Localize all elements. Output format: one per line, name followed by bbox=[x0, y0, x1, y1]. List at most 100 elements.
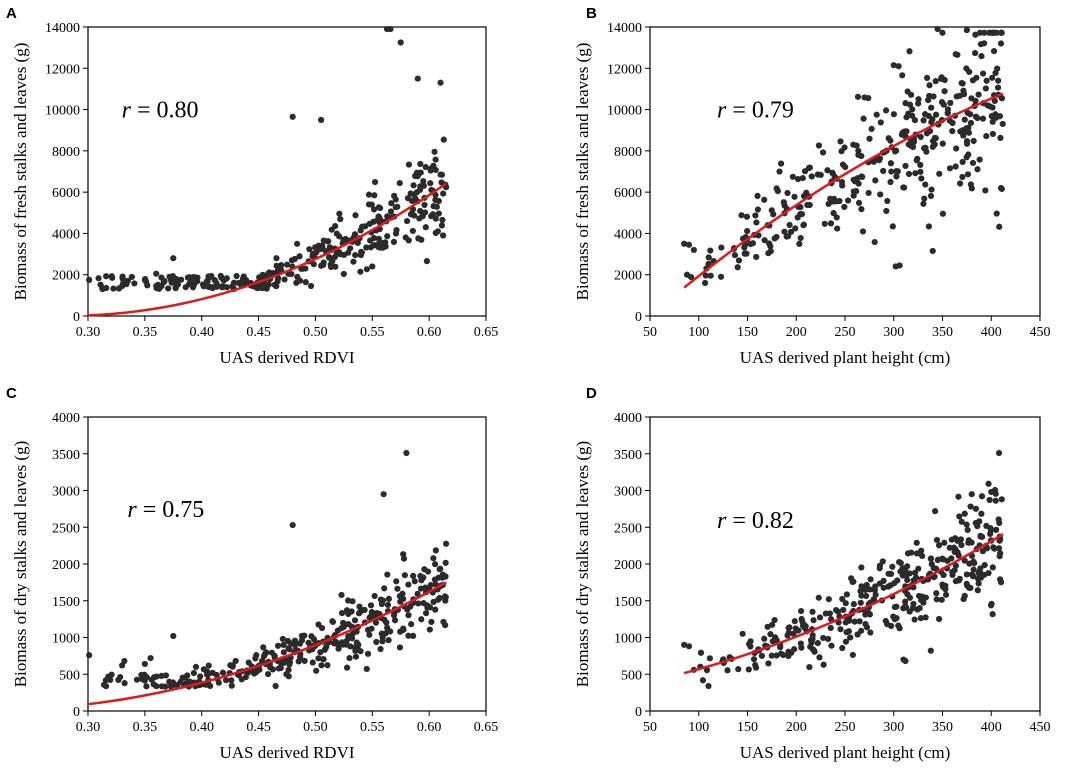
scatter-point bbox=[750, 656, 758, 663]
scatter-point bbox=[432, 215, 439, 222]
scatter-point bbox=[391, 617, 399, 624]
scatter-point bbox=[197, 673, 204, 680]
scatter-point bbox=[944, 109, 951, 117]
scatter-point bbox=[396, 592, 403, 600]
fit-curve bbox=[683, 92, 1004, 289]
x-tick-label: 300 bbox=[883, 325, 904, 340]
scatter-point bbox=[990, 47, 998, 55]
scatter-point bbox=[821, 220, 828, 227]
scatter-point bbox=[706, 655, 713, 662]
scatter-point bbox=[768, 652, 775, 659]
scatter-point bbox=[242, 278, 249, 286]
scatter-point bbox=[977, 41, 985, 48]
scatter-point bbox=[952, 163, 959, 170]
x-tick-label: 0.35 bbox=[133, 325, 158, 340]
scatter-point bbox=[421, 201, 428, 209]
scatter-point bbox=[362, 223, 369, 230]
scatter-point bbox=[840, 606, 847, 614]
scatter-point bbox=[773, 185, 780, 192]
scatter-point bbox=[893, 173, 900, 180]
x-tick-label: 450 bbox=[1030, 720, 1051, 735]
scatter-point bbox=[281, 276, 288, 283]
scatter-point bbox=[707, 272, 714, 279]
scatter-point bbox=[284, 261, 291, 268]
scatter-point bbox=[827, 220, 835, 227]
scatter-point bbox=[994, 84, 1002, 91]
scatter-point bbox=[377, 645, 384, 653]
scatter-point bbox=[405, 161, 413, 168]
scatter-point bbox=[800, 221, 807, 228]
scatter-point bbox=[964, 171, 972, 178]
scatter-point bbox=[877, 119, 884, 126]
scatter-point bbox=[839, 182, 846, 189]
scatter-point bbox=[938, 596, 945, 603]
scatter-point bbox=[417, 585, 425, 592]
scatter-point bbox=[383, 619, 390, 626]
scatter-point bbox=[993, 526, 1000, 533]
scatter-point bbox=[866, 586, 874, 593]
scatter-point bbox=[858, 206, 865, 213]
scatter-point bbox=[961, 116, 968, 123]
scatter-point bbox=[233, 272, 240, 280]
scatter-point bbox=[315, 655, 322, 662]
scatter-point bbox=[705, 254, 712, 261]
scatter-point bbox=[405, 237, 412, 244]
scatter-point bbox=[338, 610, 346, 617]
x-tick-label: 0.50 bbox=[303, 720, 328, 735]
scatter-point bbox=[965, 539, 972, 546]
x-axis-label: UAS derived plant height (cm) bbox=[740, 743, 951, 762]
scatter-point bbox=[390, 238, 398, 245]
scatter-point bbox=[741, 244, 748, 251]
scatter-point bbox=[806, 164, 813, 171]
scatter-point bbox=[847, 634, 854, 641]
scatter-point bbox=[872, 177, 879, 184]
y-tick-label: 2000 bbox=[614, 269, 642, 284]
scatter-point bbox=[432, 191, 439, 199]
x-tick-label: 400 bbox=[981, 720, 1002, 735]
scatter-point bbox=[384, 571, 391, 578]
y-axis-label: Biomass of fresh stalks and leaves (g) bbox=[11, 43, 30, 301]
scatter-point bbox=[289, 113, 296, 120]
scatter-point bbox=[437, 79, 444, 86]
scatter-point bbox=[348, 635, 356, 642]
scatter-point bbox=[745, 666, 752, 673]
scatter-point bbox=[182, 284, 189, 291]
scatter-point bbox=[952, 51, 959, 58]
scatter-point bbox=[421, 209, 429, 216]
scatter-point bbox=[906, 48, 913, 55]
scatter-point bbox=[336, 210, 343, 217]
scatter-point bbox=[938, 74, 945, 81]
scatter-point bbox=[313, 667, 320, 674]
scatter-point bbox=[978, 510, 985, 517]
scatter-point bbox=[681, 240, 688, 247]
scatter-point bbox=[438, 179, 445, 186]
x-tick-label: 50 bbox=[643, 720, 657, 735]
scatter-point bbox=[965, 151, 972, 158]
scatter-point bbox=[939, 29, 946, 36]
y-tick-label: 4000 bbox=[614, 227, 642, 242]
scatter-point bbox=[786, 221, 793, 229]
y-tick-label: 2500 bbox=[52, 521, 80, 536]
scatter-point bbox=[996, 519, 1003, 527]
scatter-point bbox=[967, 503, 974, 510]
scatter-point bbox=[913, 157, 920, 164]
scatter-point bbox=[959, 158, 966, 166]
scatter-point bbox=[979, 115, 987, 122]
scatter-point bbox=[396, 644, 404, 651]
scatter-point bbox=[393, 578, 400, 585]
scatter-point bbox=[408, 210, 415, 217]
scatter-point bbox=[350, 258, 357, 265]
scatter-point bbox=[889, 563, 896, 570]
scatter-point bbox=[735, 257, 743, 264]
scatter-point bbox=[974, 114, 981, 122]
scatter-point bbox=[752, 664, 760, 671]
scatter-point bbox=[839, 595, 846, 603]
scatter-point bbox=[232, 657, 239, 665]
scatter-point bbox=[306, 246, 313, 253]
y-axis-label: Biomass of dry stalks and leaves (g) bbox=[573, 441, 592, 687]
scatter-point bbox=[983, 77, 990, 84]
scatter-point bbox=[827, 195, 834, 202]
scatter-point bbox=[987, 602, 995, 609]
scatter-point bbox=[352, 252, 359, 259]
scatter-point bbox=[357, 648, 364, 655]
